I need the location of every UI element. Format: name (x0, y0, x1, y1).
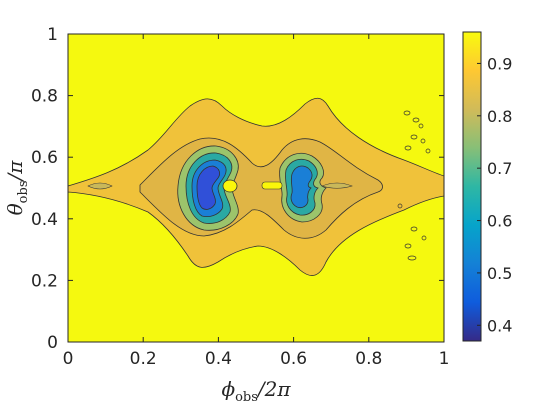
y-axis-label: θobs/π (3, 160, 31, 216)
colorbar-tick-label: 0.9 (487, 54, 512, 73)
x-tick-label: 0.2 (130, 349, 157, 369)
x-axis-label-main: ϕ (221, 377, 235, 401)
x-axis-label-tail: /2π (256, 377, 291, 401)
x-tick-label: 0 (63, 349, 74, 369)
colorbar-tick-label: 0.5 (487, 264, 512, 283)
x-axis-label-sub: obs (235, 390, 258, 405)
colorbar-tick-label: 0.8 (487, 107, 512, 126)
y-tick-label: 0.6 (31, 148, 58, 168)
y-tick-label: 0 (47, 333, 58, 353)
colorbar-gradient (462, 31, 482, 342)
contour-tail-right (321, 182, 353, 189)
plot-area (67, 33, 445, 343)
y-axis: 0 0.2 0.4 0.6 0.8 1 (31, 25, 444, 353)
x-tick-label: 0.8 (355, 349, 382, 369)
plot-frame (67, 33, 445, 343)
colorbar-ticks: 0.4 0.5 0.6 0.7 0.8 0.9 (477, 54, 512, 335)
colorbar-tick-label: 0.7 (487, 159, 512, 178)
contour-peak (222, 179, 238, 193)
y-axis-label-sub: obs (16, 181, 31, 204)
y-tick-label: 1 (47, 25, 58, 45)
colorbar: 0.4 0.5 0.6 0.7 0.8 0.9 (462, 31, 512, 342)
colorbar-tick-label: 0.6 (487, 212, 512, 231)
contour-noise-lower (397, 203, 427, 261)
contour-right-lobe-3 (290, 165, 313, 208)
y-axis-label-tail: /π (3, 160, 27, 183)
colorbar-tick-label: 0.4 (487, 316, 512, 335)
x-tick-label: 1 (439, 349, 450, 369)
y-tick-label: 0.8 (31, 87, 58, 107)
contour-left-lobe-4 (196, 165, 220, 210)
x-axis-label: ϕobs/2π (221, 377, 291, 405)
x-axis: 0 0.2 0.4 0.6 0.8 1 (63, 34, 450, 369)
contour-center-strip (261, 181, 283, 190)
contour-noise-upper (403, 110, 431, 154)
y-tick-label: 0.4 (31, 210, 58, 230)
contour-tail-left (87, 182, 113, 190)
y-axis-label-main: θ (3, 203, 27, 215)
y-tick-label: 0.2 (31, 271, 58, 291)
x-tick-label: 0.4 (205, 349, 232, 369)
x-tick-label: 0.6 (280, 349, 307, 369)
